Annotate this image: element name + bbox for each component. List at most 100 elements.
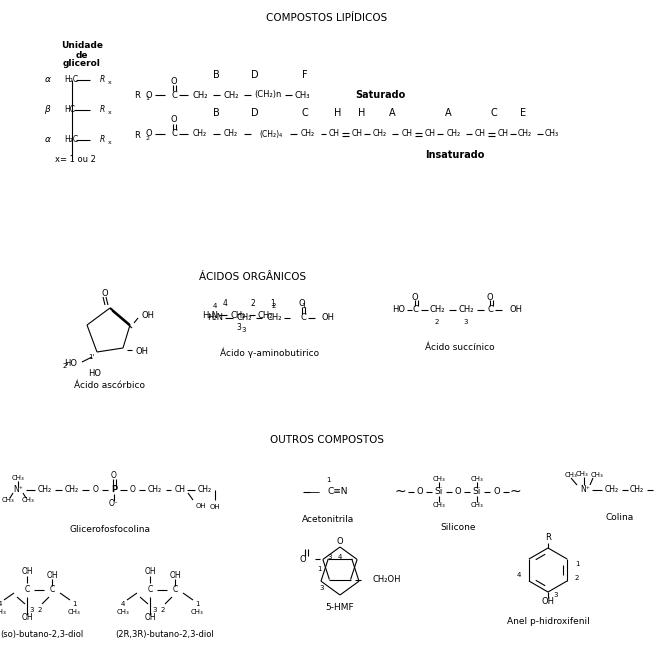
Text: R: R [100,106,105,114]
Text: O: O [93,486,99,494]
Text: CH₂: CH₂ [148,486,162,494]
Text: 3: 3 [29,607,34,613]
Text: CH: CH [328,130,339,138]
Text: C: C [490,108,498,118]
Text: O: O [145,90,152,100]
Text: 1: 1 [575,561,579,567]
Text: HO: HO [88,369,101,379]
Text: CH₂: CH₂ [605,486,619,494]
Text: O: O [145,130,152,138]
Text: de: de [76,50,88,60]
Text: OH: OH [144,567,156,577]
Text: CH₃: CH₃ [12,475,24,481]
Text: CH₂: CH₂ [257,310,273,320]
Text: H₂C: H₂C [64,136,78,145]
Text: 3: 3 [319,585,324,591]
Text: CH₂: CH₂ [429,306,445,314]
Text: R: R [134,130,140,140]
Text: $\alpha$: $\alpha$ [44,136,52,145]
Text: 4: 4 [338,554,342,560]
Text: R: R [100,76,105,84]
Text: CH₂: CH₂ [447,130,461,138]
Text: CH₃: CH₃ [471,476,483,482]
Text: CH₃: CH₃ [576,471,589,477]
Text: CH₂: CH₂ [65,486,79,494]
Text: O: O [487,292,493,302]
Text: CH₃: CH₃ [1,497,14,503]
Text: 1: 1 [301,303,305,309]
Text: CH₃: CH₃ [67,609,80,615]
Text: H: H [358,108,366,118]
Text: CH: CH [351,130,362,138]
Text: OH: OH [142,310,155,320]
Text: Si: Si [435,488,443,496]
Text: OH: OH [542,597,555,607]
Text: Silicone: Silicone [440,522,475,531]
Text: A: A [388,108,395,118]
Text: O: O [417,488,423,496]
Text: D: D [251,108,259,118]
Text: C: C [301,108,309,118]
Text: Insaturado: Insaturado [425,150,485,160]
Text: (CH₂)n: (CH₂)n [254,90,282,100]
Text: C: C [24,585,29,595]
Text: Colina: Colina [606,514,634,522]
Text: HO: HO [392,306,405,314]
Text: glicerol: glicerol [63,60,101,68]
Text: OH: OH [46,571,58,581]
Text: Unidade: Unidade [61,41,103,50]
Text: CH: CH [475,130,485,138]
Text: CH₃: CH₃ [545,130,559,138]
Text: ~: ~ [509,485,521,499]
Text: CH₃: CH₃ [591,472,604,478]
Text: (CH₂)₄: (CH₂)₄ [260,130,283,138]
Text: x: x [108,80,112,86]
Text: O: O [101,290,109,298]
Text: 1: 1 [195,601,199,607]
Text: 3: 3 [464,319,468,325]
Text: ~: ~ [394,485,406,499]
Text: 1: 1 [145,96,149,100]
Text: 4: 4 [517,572,521,578]
Text: Ácido γ-aminobutirico: Ácido γ-aminobutirico [220,348,320,359]
Text: OH: OH [509,306,522,314]
Text: H₂C: H₂C [64,76,78,84]
Text: N⁺: N⁺ [13,486,23,494]
Text: Si: Si [473,488,481,496]
Text: C: C [173,585,178,595]
Text: O: O [171,116,177,124]
Text: Acetonitrila: Acetonitrila [302,516,354,524]
Text: O⁻: O⁻ [109,500,119,508]
Text: CH₂: CH₂ [224,130,238,138]
Text: C: C [147,585,152,595]
Text: F: F [302,70,308,80]
Text: 2: 2 [145,136,149,140]
Text: C: C [300,314,306,322]
Text: CH₃: CH₃ [116,609,129,615]
Text: $\beta$: $\beta$ [44,104,52,116]
Text: CH₂: CH₂ [458,306,473,314]
Text: CH₃: CH₃ [471,502,483,508]
Text: 2: 2 [435,319,439,325]
Text: CH₂: CH₂ [193,130,207,138]
Text: CH₂: CH₂ [192,90,208,100]
Text: C: C [171,90,177,100]
Text: 5-HMF: 5-HMF [326,603,354,613]
Text: 2': 2' [63,363,69,369]
Text: OH: OH [21,613,33,622]
Text: CH₃: CH₃ [22,497,35,503]
Text: Ácido succínico: Ácido succínico [425,343,495,353]
Text: D: D [251,70,259,80]
Text: C: C [49,585,55,595]
Text: C: C [487,306,493,314]
Text: 3: 3 [328,554,332,560]
Text: 1: 1 [326,477,330,483]
Text: C: C [412,306,418,314]
Text: CH₂: CH₂ [38,486,52,494]
Text: H₂N: H₂N [202,310,218,320]
Text: O: O [111,472,117,480]
Text: 2: 2 [272,303,276,309]
Text: CH₂: CH₂ [373,130,387,138]
Text: R: R [100,136,105,145]
Text: CH₂: CH₂ [518,130,532,138]
